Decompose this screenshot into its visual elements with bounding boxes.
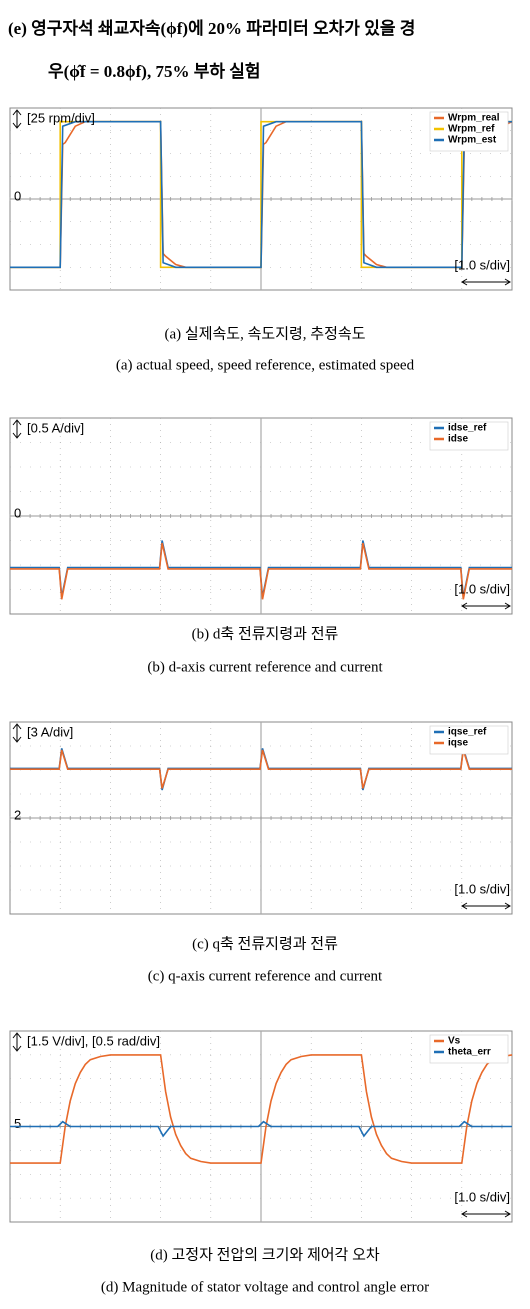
waveform (10, 1120, 512, 1138)
caption-en: (c) q-axis current reference and current (148, 968, 383, 984)
legend-label: Wrpm_ref (448, 124, 495, 135)
heading-line: 우(ϕ̂f = 0.8ϕf), 75% 부하 실험 (48, 61, 261, 81)
scale-label: [0.5 A/div] (27, 420, 84, 435)
legend-label: Wrpm_real (448, 113, 500, 124)
time-arrow (461, 1210, 511, 1218)
time-label: [1.0 s/div] (454, 1189, 510, 1204)
caption-ko: (d) 고정자 전압의 크기와 제어각 오차 (150, 1246, 380, 1263)
caption-ko: (c) q축 전류지령과 전류 (192, 935, 338, 952)
legend-label: Wrpm_est (448, 135, 497, 146)
legend-label: iqse_ref (448, 727, 487, 738)
marker-label: 0 (14, 505, 21, 520)
waveform (10, 120, 512, 269)
time-arrow (461, 278, 511, 286)
legend-label: Vs (448, 1036, 461, 1047)
legend-box (429, 1034, 509, 1064)
time-label: [1.0 s/div] (454, 257, 510, 272)
legend-label: idse_ref (448, 423, 487, 434)
scale-label: [1.5 V/div], [0.5 rad/div] (27, 1033, 160, 1048)
caption-en: (b) d-axis current reference and current (147, 659, 383, 675)
caption-en: (d) Magnitude of stator voltage and cont… (101, 1279, 429, 1295)
scale-label: [3 A/div] (27, 724, 73, 739)
time-arrow (461, 602, 511, 610)
time-arrow (461, 902, 511, 910)
waveform (10, 542, 512, 600)
figure: 5 [1.5 V/div], [0.5 rad/div] [1.0 s/div] Vs… (9, 1030, 513, 1295)
heading-line: (e) 영구자석 쇄교자속(ϕf)에 20% 파라미터 오차가 있을 경 (8, 19, 415, 38)
marker-label: 5 (14, 1116, 21, 1131)
caption-ko: (a) 실제속도, 속도지령, 추정속도 (165, 325, 366, 342)
scale-arrow-head (12, 723, 22, 743)
legend-box (429, 725, 509, 755)
time-label: [1.0 s/div] (454, 581, 510, 596)
legend-label: theta_err (448, 1047, 491, 1058)
scale-label: [25 rpm/div] (27, 110, 95, 125)
caption-en: (a) actual speed, speed reference, estim… (116, 357, 415, 373)
figure: 0 [25 rpm/div] [1.0 s/div] Wrpm_realWrpm_re… (9, 107, 513, 373)
waveform (10, 1054, 513, 1164)
legend-label: idse (448, 434, 468, 445)
scale-arrow-head (12, 1032, 22, 1052)
legend-box (429, 421, 509, 451)
scale-arrow-head (12, 109, 22, 129)
caption-ko: (b) d축 전류지령과 전류 (192, 625, 339, 642)
marker-label: 0 (14, 188, 21, 203)
waveform (10, 749, 512, 789)
time-label: [1.0 s/div] (454, 881, 510, 896)
scale-arrow-head (12, 419, 22, 439)
legend-label: iqse (448, 738, 468, 749)
marker-label: 2 (14, 807, 21, 822)
